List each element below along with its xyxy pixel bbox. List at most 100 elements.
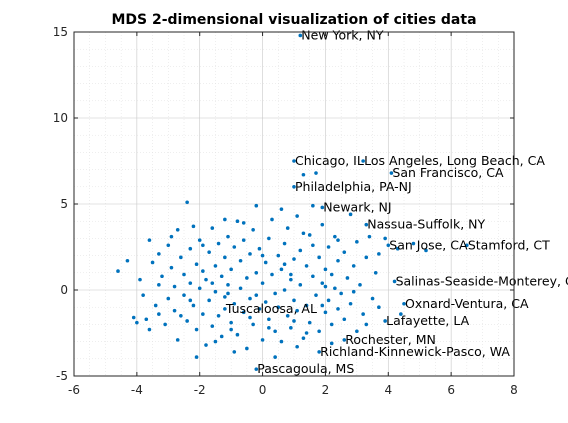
data-point bbox=[377, 252, 381, 256]
data-point bbox=[245, 346, 249, 351]
city-label: Los Angeles, Long Beach, CA bbox=[364, 153, 545, 168]
data-point bbox=[273, 291, 277, 296]
data-point bbox=[157, 252, 161, 256]
data-point bbox=[282, 241, 287, 246]
data-point bbox=[282, 288, 287, 292]
data-point bbox=[135, 320, 139, 325]
data-point bbox=[279, 267, 284, 272]
data-point bbox=[260, 253, 265, 258]
data-point bbox=[185, 319, 189, 323]
data-point bbox=[238, 286, 243, 291]
data-points bbox=[116, 33, 469, 371]
data-point bbox=[147, 327, 152, 332]
data-point bbox=[336, 238, 340, 242]
data-point bbox=[163, 322, 167, 327]
data-point bbox=[188, 281, 193, 285]
data-point bbox=[245, 276, 249, 280]
labeled-data-point bbox=[392, 279, 397, 284]
data-point bbox=[267, 326, 271, 330]
data-point bbox=[172, 308, 177, 313]
x-tick-label: 4 bbox=[384, 383, 392, 397]
city-label: Nassua-Suffolk, NY bbox=[367, 217, 485, 232]
data-point bbox=[320, 222, 325, 227]
data-point bbox=[276, 253, 281, 258]
data-point bbox=[295, 308, 299, 313]
data-point bbox=[232, 301, 237, 306]
labeled-data-point bbox=[223, 307, 227, 311]
data-point bbox=[263, 260, 268, 265]
data-point bbox=[304, 264, 309, 268]
data-point bbox=[223, 295, 227, 299]
data-point bbox=[144, 317, 149, 322]
data-point bbox=[226, 234, 230, 239]
data-point bbox=[267, 236, 271, 241]
data-point bbox=[219, 274, 224, 279]
data-point bbox=[254, 271, 259, 275]
data-point bbox=[210, 226, 215, 230]
labeled-data-point bbox=[320, 205, 325, 210]
data-point bbox=[150, 260, 155, 265]
data-point bbox=[175, 228, 180, 232]
data-point bbox=[201, 269, 205, 273]
data-point bbox=[348, 301, 353, 306]
data-point bbox=[125, 258, 130, 263]
data-point bbox=[229, 267, 233, 272]
x-tick-label: -4 bbox=[131, 383, 143, 397]
data-point bbox=[257, 246, 262, 251]
data-point bbox=[270, 217, 274, 222]
data-point bbox=[314, 171, 318, 175]
city-label: Stamford, CT bbox=[468, 237, 550, 252]
data-point bbox=[282, 262, 287, 267]
data-point bbox=[320, 303, 325, 308]
data-point bbox=[289, 326, 293, 330]
labeled-data-point bbox=[361, 159, 365, 163]
data-point bbox=[210, 281, 215, 285]
data-point bbox=[395, 246, 400, 251]
data-point bbox=[329, 272, 334, 277]
data-point bbox=[229, 320, 233, 325]
data-point bbox=[248, 315, 252, 320]
data-point bbox=[367, 234, 372, 239]
data-point bbox=[157, 312, 161, 316]
data-point bbox=[298, 283, 303, 287]
data-point bbox=[311, 274, 315, 279]
data-point bbox=[314, 293, 318, 297]
data-point bbox=[263, 300, 268, 304]
data-point bbox=[270, 272, 274, 277]
data-point bbox=[194, 262, 199, 267]
data-point bbox=[157, 283, 161, 287]
x-tick-label: 2 bbox=[322, 383, 330, 397]
data-point bbox=[292, 298, 296, 303]
data-point bbox=[251, 322, 255, 327]
labeled-data-point bbox=[317, 350, 321, 354]
data-point bbox=[323, 267, 328, 272]
data-point bbox=[232, 245, 237, 249]
data-point bbox=[226, 283, 230, 287]
city-label: Salinas-Seaside-Monterey, CA bbox=[396, 273, 568, 288]
data-point bbox=[373, 271, 378, 275]
data-point bbox=[235, 219, 240, 223]
data-point bbox=[351, 264, 356, 268]
city-label: New York, NY bbox=[301, 27, 384, 42]
data-point bbox=[138, 277, 142, 282]
data-point bbox=[295, 214, 299, 218]
labeled-data-point bbox=[364, 222, 369, 227]
data-point bbox=[326, 298, 331, 303]
data-point bbox=[336, 307, 340, 311]
chart-title: MDS 2-dimensional visualization of citie… bbox=[111, 12, 476, 28]
data-point bbox=[329, 341, 334, 346]
data-point bbox=[317, 255, 321, 260]
data-point bbox=[260, 281, 265, 285]
labeled-data-point bbox=[298, 33, 303, 38]
city-label: Richland-Kinnewick-Pasco, WA bbox=[320, 344, 510, 359]
data-point bbox=[241, 238, 246, 242]
data-point bbox=[235, 332, 240, 337]
data-point bbox=[254, 203, 259, 208]
data-point bbox=[285, 226, 290, 230]
data-point bbox=[285, 314, 290, 318]
city-label: Lafayette, LA bbox=[386, 313, 469, 328]
data-point bbox=[191, 224, 196, 229]
data-point bbox=[345, 276, 350, 280]
city-label: Chicago, IL bbox=[295, 153, 364, 168]
data-point bbox=[182, 293, 186, 297]
